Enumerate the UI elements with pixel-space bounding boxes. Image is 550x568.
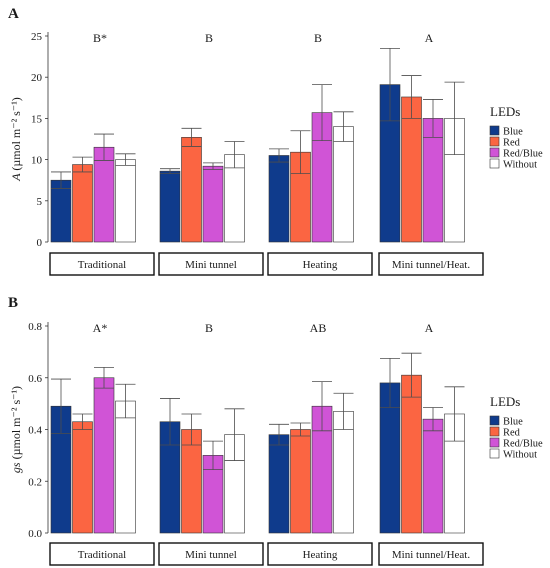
bar-blue bbox=[159, 170, 181, 243]
y-tick-label: 25 bbox=[31, 31, 43, 43]
bar-without bbox=[115, 400, 136, 534]
group-strip bbox=[267, 252, 373, 276]
legend-label: Blue bbox=[503, 417, 523, 428]
legend-swatch-red bbox=[489, 426, 500, 437]
panel-label: B bbox=[8, 295, 18, 311]
y-axis-symbol: gs bbox=[9, 459, 23, 473]
legend-title: LEDs bbox=[490, 394, 520, 409]
bar-red-blue bbox=[93, 377, 115, 534]
y-tick-label: 0.6 bbox=[28, 373, 42, 385]
bar-red bbox=[181, 137, 202, 243]
group-strip bbox=[158, 252, 264, 276]
legend-swatch-blue bbox=[489, 415, 500, 426]
legend-swatch-red-blue bbox=[489, 437, 500, 448]
bar-red-blue bbox=[422, 418, 444, 534]
group-strip-label: Traditional bbox=[78, 549, 127, 561]
group-strip-label: Mini tunnel/Heat. bbox=[392, 259, 470, 271]
legend-label: Without bbox=[503, 160, 537, 171]
y-tick-label: 10 bbox=[31, 155, 43, 167]
bar-without bbox=[115, 159, 136, 243]
group-strip-label: Mini tunnel bbox=[185, 549, 237, 561]
group-letter: B* bbox=[93, 31, 107, 45]
y-tick-label: 15 bbox=[31, 113, 43, 125]
group-strip bbox=[158, 542, 264, 566]
legend-swatch-red bbox=[489, 136, 500, 147]
bar-red-blue bbox=[202, 165, 224, 243]
group-letter: A bbox=[425, 321, 434, 335]
group-strip-label: Mini tunnel/Heat. bbox=[392, 549, 470, 561]
bar-without bbox=[333, 126, 354, 243]
y-axis-label: A (µmol m⁻² s⁻¹) bbox=[9, 97, 23, 182]
group-strip-label: Heating bbox=[303, 549, 338, 561]
legend-swatch-blue bbox=[489, 125, 500, 136]
group-strip-label: Traditional bbox=[78, 259, 127, 271]
group-strip bbox=[267, 542, 373, 566]
y-tick-label: 0.2 bbox=[28, 476, 42, 488]
legend-label: Without bbox=[503, 450, 537, 461]
group-letter: B bbox=[205, 31, 213, 45]
group-strip bbox=[49, 542, 155, 566]
group-letter: B bbox=[205, 321, 213, 335]
y-axis-unit: (µmol m⁻² s⁻¹) bbox=[9, 97, 23, 170]
legend-label: Red/Blue bbox=[503, 439, 543, 450]
legend-label: Red/Blue bbox=[503, 149, 543, 160]
panel-label: A bbox=[8, 6, 19, 22]
group-strip bbox=[378, 252, 484, 276]
group-letter: A bbox=[425, 31, 434, 45]
group-strip bbox=[49, 252, 155, 276]
y-tick-label: 0 bbox=[37, 237, 43, 249]
y-tick-label: 0.0 bbox=[28, 528, 42, 540]
chart-panel-A: A 0 5 10 15 20 25 A (µmol m⁻² s⁻¹) B* Traditional… bbox=[8, 6, 543, 276]
y-axis-symbol: A bbox=[9, 171, 23, 182]
bar-blue bbox=[268, 434, 290, 534]
group-letter: AB bbox=[310, 321, 327, 335]
legend-swatch-red-blue bbox=[489, 147, 500, 158]
legend-title: LEDs bbox=[490, 104, 520, 119]
bar-blue bbox=[268, 155, 290, 243]
group-strip bbox=[378, 542, 484, 566]
y-axis-label: gs (µmol m⁻² s⁻¹) bbox=[9, 386, 23, 473]
group-strip-label: Mini tunnel bbox=[185, 259, 237, 271]
legend-label: Red bbox=[503, 138, 521, 149]
y-tick-label: 20 bbox=[31, 72, 43, 84]
bar-red bbox=[290, 429, 311, 534]
legend-swatch-without bbox=[489, 158, 500, 169]
group-letter: B bbox=[314, 31, 322, 45]
y-axis-unit: (µmol m⁻² s⁻¹) bbox=[9, 386, 23, 459]
legend-label: Red bbox=[503, 428, 521, 439]
y-tick-label: 0.4 bbox=[28, 425, 42, 437]
y-tick-label: 5 bbox=[37, 196, 43, 208]
y-tick-label: 0.8 bbox=[28, 321, 42, 333]
bar-red-blue bbox=[93, 146, 115, 243]
bar-blue bbox=[50, 179, 72, 243]
legend-label: Blue bbox=[503, 127, 523, 138]
bar-red bbox=[401, 374, 422, 534]
legend-swatch-without bbox=[489, 448, 500, 459]
group-letter: A* bbox=[93, 321, 108, 335]
bar-red bbox=[72, 421, 93, 534]
bar-red bbox=[72, 164, 93, 243]
group-strip-label: Heating bbox=[303, 259, 338, 271]
chart-panel-B: B 0.0 0.2 0.4 0.6 0.8 gs (µmol m⁻² s⁻¹) A* Tradi… bbox=[8, 295, 543, 566]
